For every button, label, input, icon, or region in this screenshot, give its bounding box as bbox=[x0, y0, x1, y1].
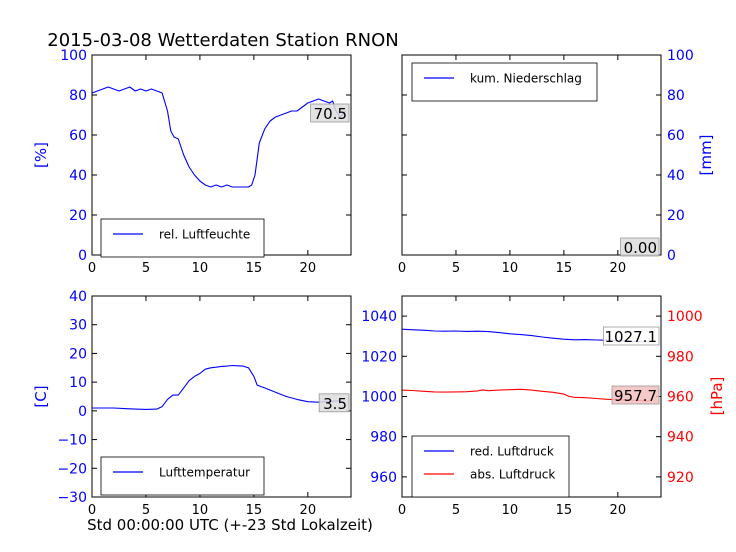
y-tick-label: 980 bbox=[667, 349, 694, 365]
x-tick-label: 20 bbox=[300, 503, 317, 518]
y-tick-label: 20 bbox=[69, 346, 87, 362]
y-axis-label: [%] bbox=[32, 142, 50, 168]
panel-humidity: 0 5 10 15 20 0 20 40 60 80 100 [%] 70.5 rel. Luftfeuc… bbox=[32, 48, 352, 276]
y-tick-label: 10 bbox=[69, 375, 87, 391]
y-tick-label: 1000 bbox=[361, 390, 397, 406]
y-tick-label: 0 bbox=[78, 248, 87, 264]
x-tick-label: 10 bbox=[192, 261, 209, 276]
legend-label: Lufttemperatur bbox=[159, 466, 250, 480]
last-value-temperature-box bbox=[318, 393, 350, 413]
y-tick-label: 60 bbox=[667, 128, 685, 144]
y-axis-label-right: [hPa] bbox=[708, 377, 726, 416]
y-tick-label: −20 bbox=[57, 461, 87, 477]
legend-label: rel. Luftfeuchte bbox=[159, 228, 250, 242]
last-value-red-luftdruck: 1027.1 bbox=[605, 328, 658, 346]
x-tick-label: 0 bbox=[398, 503, 406, 518]
y-tick-label: 940 bbox=[667, 430, 694, 446]
y-tick-label: 960 bbox=[370, 470, 397, 486]
x-tick-label: 20 bbox=[300, 261, 317, 276]
y-tick-label: 1000 bbox=[667, 309, 703, 325]
panel-precipitation: 0 5 10 15 20 0 20 40 60 80 100 [mm] 0.00 kum. Nieders… bbox=[398, 48, 715, 276]
legend-label: kum. Niederschlag bbox=[470, 72, 582, 86]
series-line-abs-luftdruck bbox=[401, 388, 651, 402]
last-value-abs-luftdruck: 957.7 bbox=[614, 387, 657, 405]
x-tick-label: 0 bbox=[88, 503, 96, 518]
plot-frame bbox=[91, 295, 352, 498]
y-tick-label: 30 bbox=[69, 318, 87, 334]
x-tick-label: 15 bbox=[246, 503, 263, 518]
y-tick-label: 40 bbox=[69, 168, 87, 184]
y-axis-label: [C] bbox=[32, 385, 50, 407]
plot-frame bbox=[401, 54, 662, 256]
y-tick-label: −30 bbox=[57, 490, 87, 506]
x-tick-label: 0 bbox=[398, 261, 406, 276]
series-line-humidity bbox=[91, 86, 347, 188]
y-tick-label: 60 bbox=[69, 128, 87, 144]
legend-label: abs. Luftdruck bbox=[470, 468, 555, 482]
series-line-temperature bbox=[92, 364, 341, 410]
legend-frame bbox=[100, 456, 265, 496]
x-tick-label: 20 bbox=[610, 261, 627, 276]
last-value-humidity-box bbox=[310, 103, 350, 123]
last-value-red-luftdruck-box bbox=[603, 326, 660, 346]
y-tick-label: 80 bbox=[667, 88, 685, 104]
x-tick-label: 15 bbox=[556, 261, 573, 276]
legend-frame bbox=[411, 62, 598, 102]
y-tick-label: 40 bbox=[69, 289, 87, 305]
y-tick-label: 920 bbox=[667, 470, 694, 486]
x-tick-label: 5 bbox=[452, 261, 460, 276]
last-value-precipitation-box bbox=[620, 237, 660, 257]
panel-temperature: 0 5 10 15 20 −30 −20 −10 0 10 20 30 40 [C] 3.5 Lufttemp… bbox=[32, 289, 352, 518]
x-tick-label: 20 bbox=[610, 503, 627, 518]
last-value-abs-luftdruck-box bbox=[611, 385, 660, 405]
y-tick-label: 0 bbox=[667, 248, 676, 264]
y-tick-label: 980 bbox=[370, 430, 397, 446]
x-axis-label: Std 00:00:00 UTC (+-23 Std Lokalzeit) bbox=[87, 516, 373, 534]
x-tick-label: 10 bbox=[502, 503, 519, 518]
figure-title: 2015-03-08 Wetterdaten Station RNON bbox=[47, 30, 399, 51]
legend-frame bbox=[100, 218, 265, 258]
y-axis-label: [mm] bbox=[697, 135, 715, 176]
y-tick-label: 40 bbox=[667, 168, 685, 184]
panel-pressure: 0 5 10 15 20 960 980 1000 1020 1040 920 940 960 980 10… bbox=[361, 295, 726, 518]
y-tick-label: 80 bbox=[69, 88, 87, 104]
y-tick-label: 1020 bbox=[361, 349, 397, 365]
y-tick-label: −10 bbox=[57, 433, 87, 449]
y-tick-label: 100 bbox=[667, 48, 694, 64]
x-tick-label: 0 bbox=[88, 261, 96, 276]
x-tick-label: 10 bbox=[502, 261, 519, 276]
y-tick-label: 0 bbox=[78, 404, 87, 420]
last-value-humidity: 70.5 bbox=[314, 105, 347, 123]
y-tick-label: 1040 bbox=[361, 309, 397, 325]
last-value-temperature: 3.5 bbox=[323, 395, 347, 413]
y-tick-label: 20 bbox=[69, 208, 87, 224]
x-tick-label: 15 bbox=[556, 503, 573, 518]
y-tick-label: 20 bbox=[667, 208, 685, 224]
y-tick-label: 100 bbox=[60, 48, 87, 64]
last-value-precipitation: 0.00 bbox=[624, 239, 657, 257]
x-tick-label: 5 bbox=[452, 503, 460, 518]
legend-label: red. Luftdruck bbox=[470, 445, 554, 459]
x-tick-label: 15 bbox=[246, 261, 263, 276]
x-tick-label: 10 bbox=[192, 503, 209, 518]
y-tick-label: 960 bbox=[667, 390, 694, 406]
x-tick-label: 5 bbox=[142, 261, 150, 276]
legend-frame bbox=[411, 435, 570, 498]
x-tick-label: 5 bbox=[142, 503, 150, 518]
